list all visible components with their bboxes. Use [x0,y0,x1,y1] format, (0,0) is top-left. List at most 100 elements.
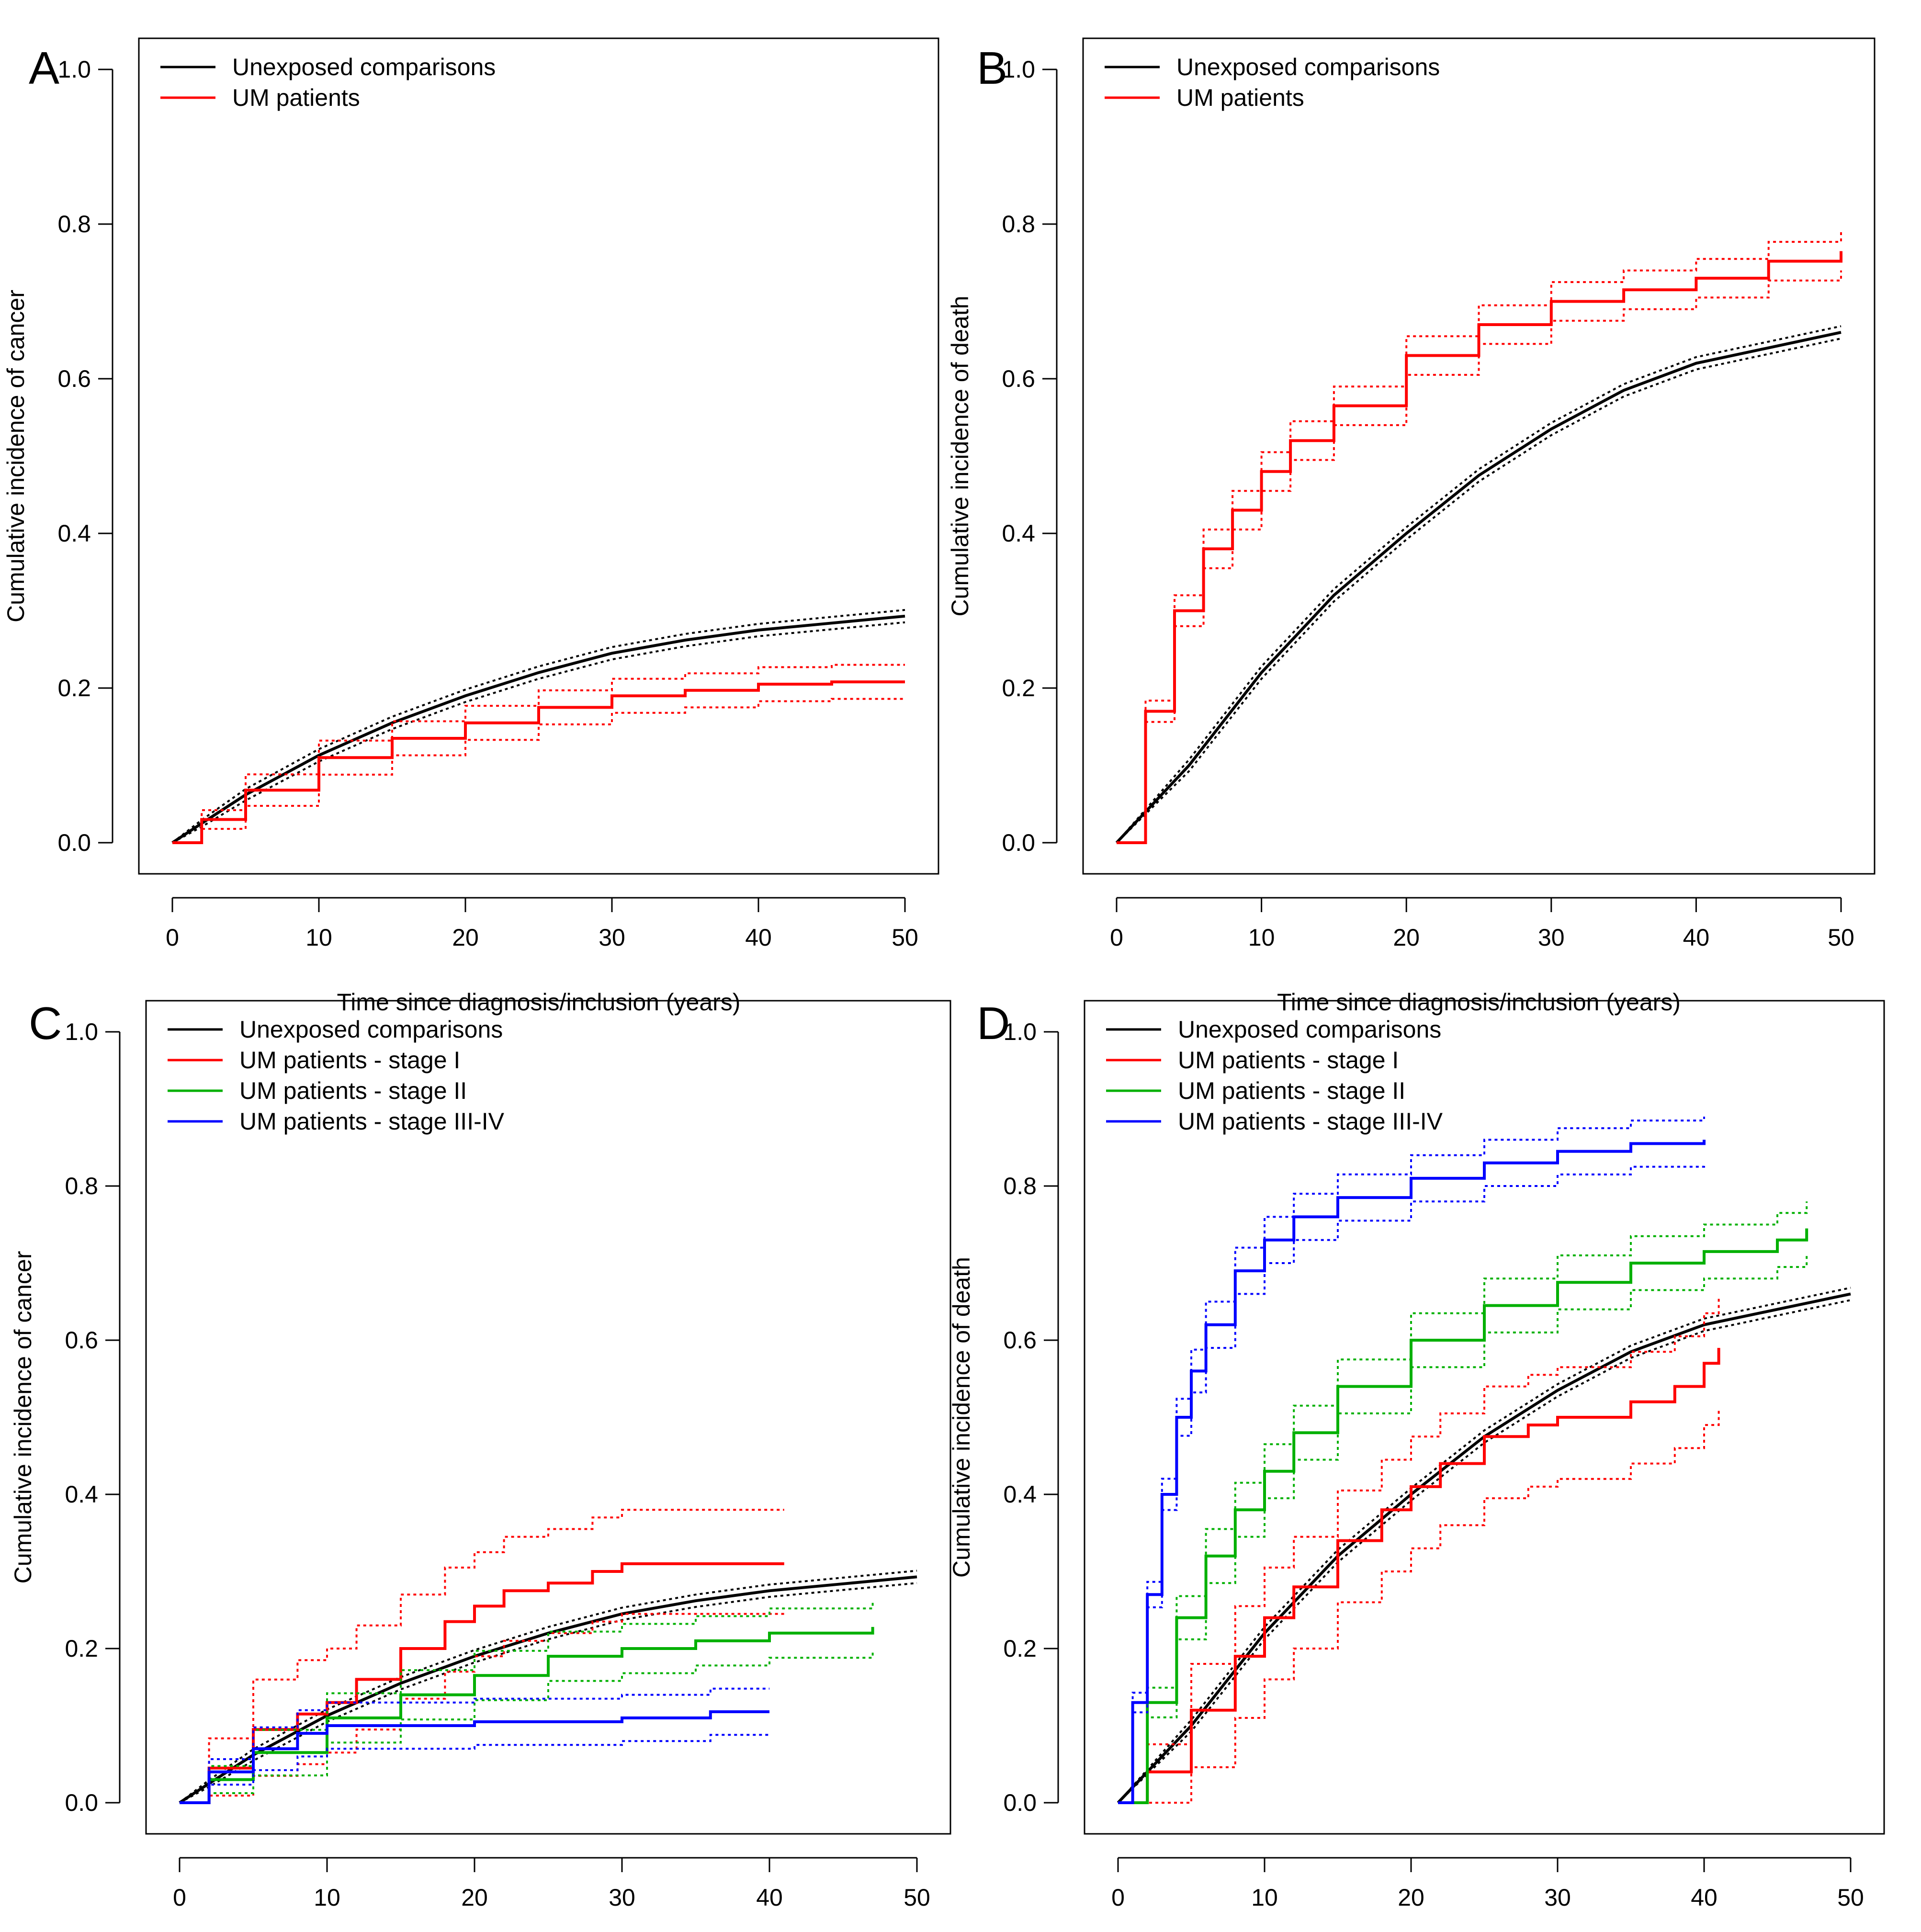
y-tick-label: 0.2 [1003,1635,1037,1662]
plot-frame [138,37,939,875]
legend-entry: UM patients [232,84,360,111]
series-line [1115,331,1842,844]
legend-entry: UM patients [1176,84,1304,111]
y-tick-label: 0.6 [1002,365,1035,392]
plot-frame [145,1000,951,1835]
y-tick-label: 0.0 [57,829,91,856]
series-lower-ci [1118,1409,1720,1804]
legend-entry: UM patients - stage III-IV [1178,1108,1443,1135]
y-tick-label: 0.4 [57,520,91,547]
x-tick-label: 40 [756,1884,783,1911]
y-axis-label: Cumulative incidence of cancer [10,1251,36,1584]
y-axis-label: Cumulative incidence of cancer [2,290,29,622]
legend: Unexposed comparisons UM patients - stage… [1106,1016,1443,1135]
series-lower-ci [180,1651,874,1804]
series-upper-ci [1118,1201,1808,1804]
series-lower-ci [180,1734,769,1804]
series-upper-ci [171,609,905,844]
legend-entry: Unexposed comparisons [232,54,496,80]
x-tick-label: 50 [892,924,918,951]
y-tick-label: 0.6 [1003,1327,1037,1354]
legend-entry: Unexposed comparisons [1178,1016,1441,1043]
x-tick-label: 20 [452,924,479,951]
x-tick-label: 0 [166,924,179,951]
x-tick-label: 30 [599,924,625,951]
panel-label: B [977,43,1007,94]
series-lower-ci [1117,1299,1851,1804]
y-axis-label: Cumulative incidence of death [947,296,973,617]
y-tick-label: 0.8 [57,211,91,237]
x-tick-label: 0 [173,1884,186,1911]
series-lower-ci [1118,1163,1705,1804]
y-tick-label: 1.0 [57,56,91,83]
x-tick-label: 40 [745,924,772,951]
y-tick-label: 1.0 [1002,56,1035,83]
panel-label: C [29,998,62,1049]
series-2 [180,1602,874,1804]
legend-entry: UM patients - stage II [1178,1077,1405,1104]
x-tick-label: 10 [1248,924,1275,951]
series-upper-ci [1117,1287,1851,1804]
x-tick-label: 50 [1828,924,1854,951]
x-tick-label: 40 [1683,924,1710,951]
panel-label: A [29,43,59,94]
series-lower-ci [172,621,905,844]
series-upper-ci [179,1570,917,1804]
plot-frame [1082,37,1876,875]
x-tick-label: 20 [461,1884,488,1911]
series-lower-ci [172,698,905,844]
series-upper-ci [1116,325,1842,844]
series-3 [180,1687,769,1804]
series-line [180,1710,769,1804]
y-tick-label: 0.4 [1003,1481,1037,1508]
y-axis-label: Cumulative incidence of death [948,1257,975,1578]
y-tick-label: 0.8 [65,1173,98,1199]
x-tick-label: 50 [1837,1884,1864,1911]
series-line [1117,251,1842,844]
x-tick-label: 0 [1110,924,1123,951]
series-line [171,614,905,844]
series-1 [1118,1298,1720,1804]
y-tick-label: 0.8 [1002,211,1035,237]
series-upper-ci [1117,232,1842,844]
y-tick-label: 0.8 [1003,1173,1037,1199]
legend: Unexposed comparisons UM patients [1105,54,1440,111]
y-tick-label: 0.0 [1003,1789,1037,1816]
series-upper-ci [1118,1117,1705,1804]
series-2 [1118,1201,1808,1804]
y-tick-label: 1.0 [1003,1018,1037,1045]
series-1 [172,664,905,844]
y-tick-label: 1.0 [65,1018,98,1045]
x-tick-label: 50 [904,1884,930,1911]
series-upper-ci [172,664,905,844]
legend-entry: Unexposed comparisons [1176,54,1440,80]
legend-entry: UM patients - stage I [1178,1047,1399,1073]
panel-a: A 0.0 0.2 0.4 0.6 0.8 1.0 0 10 20 30 40 50 Time since… [2,37,939,1016]
series-line [179,1575,917,1804]
series-line [1117,1292,1851,1804]
x-tick-label: 40 [1691,1884,1718,1911]
x-axis-label: Time since diagnosis/inclusion (years) [1277,989,1681,1016]
panel-label: D [977,998,1010,1049]
y-tick-label: 0.6 [57,365,91,392]
y-tick-label: 0.2 [57,675,91,701]
x-tick-label: 10 [314,1884,340,1911]
x-axis-label: Time since diagnosis/inclusion (years) [337,989,741,1016]
series-0 [1115,325,1842,844]
series-0 [179,1570,917,1804]
y-tick-label: 0.6 [65,1327,98,1354]
series-3 [1118,1117,1706,1804]
y-tick-label: 0.4 [65,1481,98,1508]
series-lower-ci [1116,338,1842,844]
y-tick-label: 0.0 [1002,829,1035,856]
series-upper-ci [1118,1298,1720,1804]
series-lower-ci [1118,1255,1808,1804]
x-tick-label: 30 [1538,924,1565,951]
legend-entry: Unexposed comparisons [239,1016,503,1043]
x-tick-label: 20 [1393,924,1420,951]
legend: Unexposed comparisons UM patients [160,54,496,111]
y-tick-label: 0.2 [65,1635,98,1662]
series-0 [171,609,905,844]
y-tick-label: 0.2 [1002,675,1035,701]
